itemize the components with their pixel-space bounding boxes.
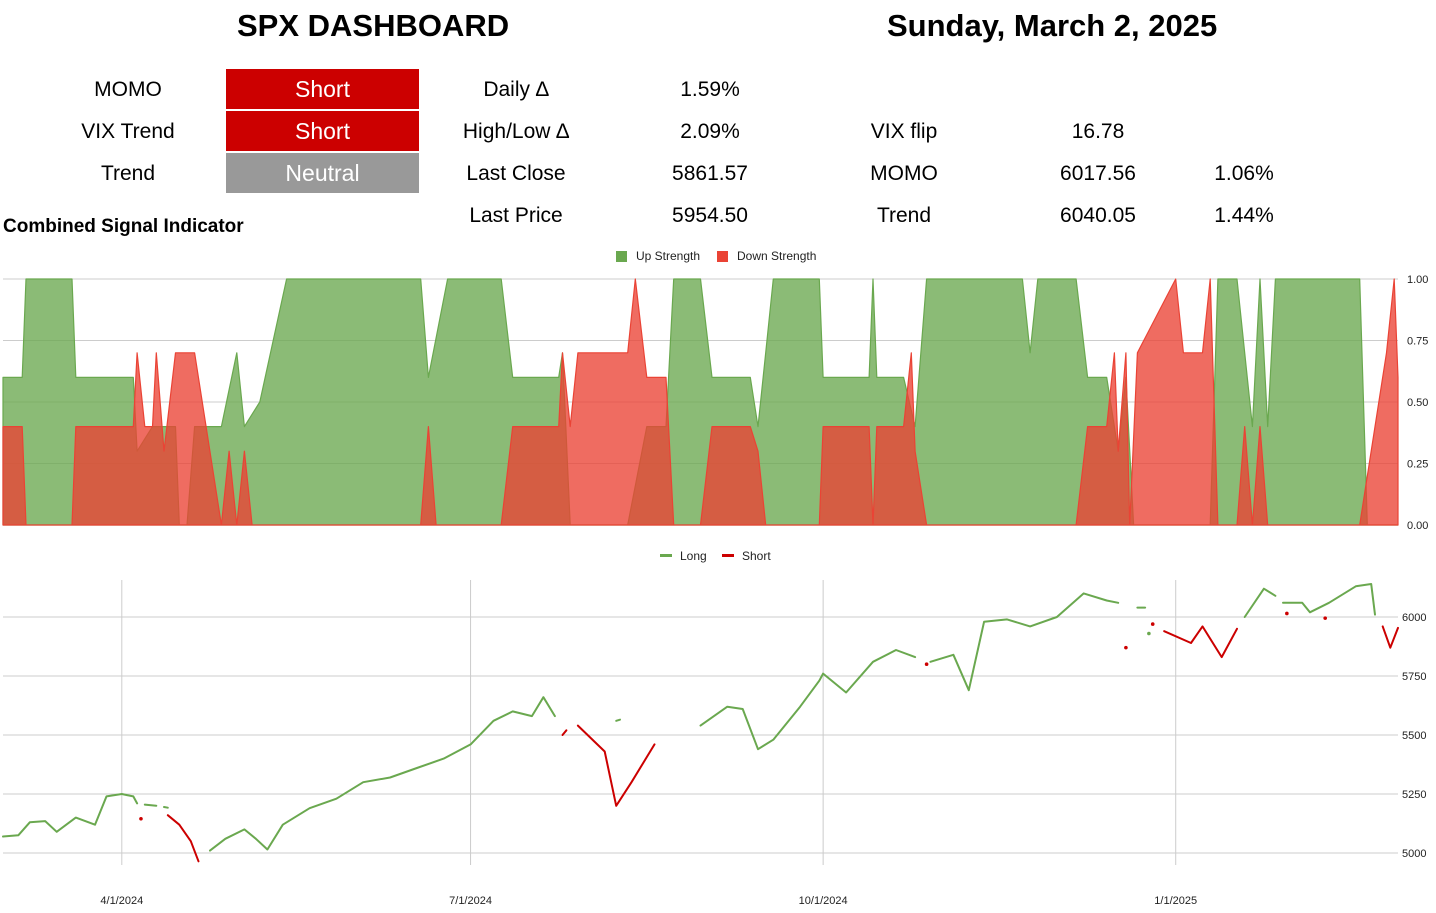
short-point: [1323, 616, 1327, 620]
y-tick-label: 6000: [1402, 612, 1426, 624]
short-point: [1124, 645, 1128, 650]
signal-strength-chart: 1.00 0.75 0.50 0.25 0.00 Up Strength Down Stre…: [2, 249, 1428, 532]
legend-label: Down Strength: [737, 249, 816, 263]
short-point: [1150, 622, 1155, 626]
x-tick-label: 4/1/2024: [100, 895, 143, 907]
long-line: [699, 649, 917, 751]
stat-label-last-price: Last Price: [469, 204, 563, 227]
long-line: [143, 803, 158, 807]
y-tick-label: 0.25: [1407, 459, 1428, 471]
signal-badge-trend: Neutral: [226, 153, 419, 193]
dashboard-date: Sunday, March 2, 2025: [887, 8, 1218, 43]
level-value-trend: 6040.05: [1060, 204, 1136, 227]
stat-label-last-close: Last Close: [466, 162, 566, 185]
level-pct-trend: 1.44%: [1214, 204, 1274, 227]
y-tick-label: 1.00: [1407, 274, 1428, 286]
section-title: Combined Signal Indicator: [3, 216, 244, 237]
short-line: [1163, 625, 1238, 659]
legend-label: Long: [680, 549, 707, 563]
stat-value-high-low-delta: 2.09%: [680, 120, 740, 143]
x-tick-label: 7/1/2024: [449, 895, 492, 907]
stat-value-daily-delta: 1.59%: [680, 78, 740, 101]
level-value-vix-flip: 16.78: [1071, 120, 1125, 143]
legend-swatch: [722, 554, 734, 557]
long-line: [209, 696, 556, 852]
stat-value-last-close: 5861.57: [672, 162, 748, 185]
level-label-vix-flip: VIX flip: [870, 120, 938, 143]
long-line: [1282, 583, 1376, 616]
signal-badge-vix-trend: Short: [226, 111, 419, 151]
legend-swatch: [660, 554, 672, 557]
stat-value-last-price: 5954.50: [672, 204, 748, 227]
level-pct-momo: 1.06%: [1214, 162, 1274, 185]
y-tick-label: 5750: [1402, 671, 1426, 683]
signal-badge-momo: Short: [226, 69, 419, 109]
spx-price-chart: 6000 5750 5500 5250 5000 4/1/2024 7/1/2024 10/1…: [2, 549, 1426, 907]
long-line: [1243, 587, 1277, 618]
signal-label-vix-trend: VIX Trend: [81, 120, 175, 143]
long-line: [163, 806, 169, 809]
long-line: [929, 592, 1120, 692]
short-line: [576, 724, 656, 807]
short-point: [1285, 611, 1289, 616]
y-tick-label: 5000: [1402, 848, 1426, 860]
x-tick-label: 10/1/2024: [799, 895, 848, 907]
short-line: [561, 729, 568, 736]
legend-swatch: [717, 251, 728, 262]
stat-label-high-low-delta: High/Low ∆: [462, 120, 570, 143]
y-tick-label: 5250: [1402, 789, 1426, 801]
short-point: [139, 816, 143, 821]
short-point: [924, 662, 929, 666]
y-tick-label: 0.00: [1407, 520, 1428, 532]
long-line: [2, 793, 139, 838]
y-tick-label: 0.75: [1407, 336, 1428, 348]
legend-label: Up Strength: [636, 249, 700, 263]
signal-label-trend: Trend: [100, 162, 156, 185]
y-tick-label: 5500: [1402, 730, 1426, 742]
level-label-trend: Trend: [876, 204, 932, 227]
short-line: [166, 814, 200, 863]
level-label-momo: MOMO: [870, 162, 938, 185]
down-strength-area: [2, 278, 1399, 526]
long-point: [1147, 631, 1151, 636]
short-line: [1381, 625, 1399, 649]
legend-swatch: [616, 251, 627, 262]
long-line: [615, 718, 621, 722]
signal-label-momo: MOMO: [94, 78, 162, 101]
y-tick-label: 0.50: [1407, 397, 1428, 409]
x-tick-label: 1/1/2025: [1154, 895, 1197, 907]
level-value-momo: 6017.56: [1060, 162, 1136, 185]
legend-label: Short: [742, 549, 771, 563]
dashboard-title: SPX DASHBOARD: [237, 8, 510, 43]
stat-label-daily-delta: Daily ∆: [483, 78, 549, 101]
